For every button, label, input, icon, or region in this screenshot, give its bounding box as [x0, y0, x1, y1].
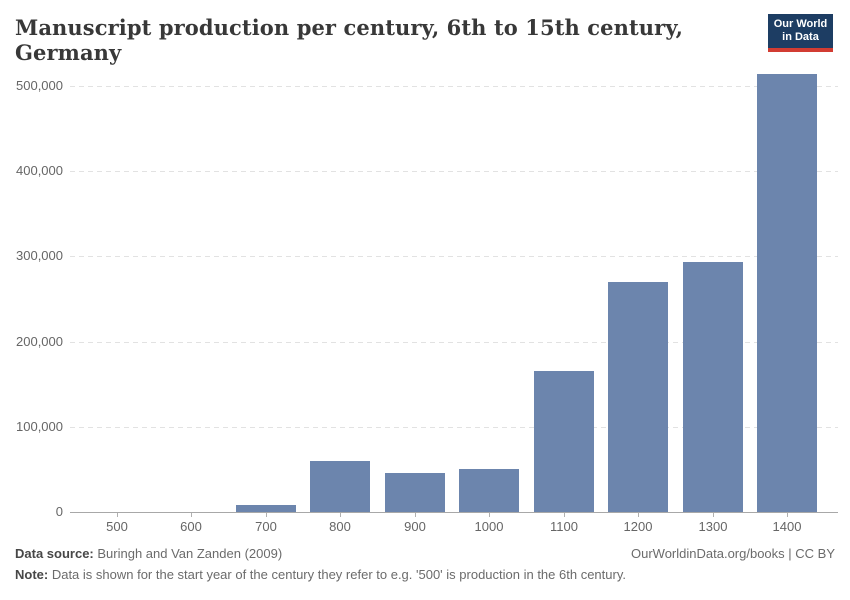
bar-1300[interactable]	[683, 262, 743, 512]
gridline-400,000	[70, 171, 838, 172]
gridline-300,000	[70, 256, 838, 257]
x-axis-tick-700	[266, 513, 267, 517]
x-axis-label-500: 500	[106, 519, 128, 534]
x-axis-tick-1300	[713, 513, 714, 517]
chart-footer: Data source: Buringh and Van Zanden (200…	[15, 546, 835, 588]
footer-source-label: Data source:	[15, 546, 94, 561]
x-axis-tick-1000	[489, 513, 490, 517]
owid-logo-line2: in Data	[782, 31, 819, 43]
x-axis-tick-800	[340, 513, 341, 517]
bar-800[interactable]	[310, 461, 370, 512]
x-axis-tick-500	[117, 513, 118, 517]
footer-note-row: Note: Data is shown for the start year o…	[15, 567, 835, 588]
owid-logo[interactable]: Our World in Data	[768, 14, 833, 52]
footer-source-row: Data source: Buringh and Van Zanden (200…	[15, 546, 835, 567]
x-axis-tick-1200	[638, 513, 639, 517]
footer-source: Data source: Buringh and Van Zanden (200…	[15, 546, 282, 561]
gridline-100,000	[70, 427, 838, 428]
owid-logo-box: Our World in Data	[768, 14, 833, 48]
gridline-200,000	[70, 342, 838, 343]
footer-rights-link[interactable]: OurWorldinData.org/books | CC BY	[631, 546, 835, 561]
gridline-500,000	[70, 86, 838, 87]
x-axis-label-900: 900	[404, 519, 426, 534]
x-axis-tick-1100	[564, 513, 565, 517]
x-axis-tick-600	[191, 513, 192, 517]
bar-1000[interactable]	[459, 469, 519, 512]
x-axis-label-1300: 1300	[698, 519, 728, 534]
x-axis-label-1200: 1200	[623, 519, 653, 534]
x-axis-label-1000: 1000	[474, 519, 504, 534]
y-axis-label-500,000: 500,000	[16, 78, 63, 93]
y-axis-label-100,000: 100,000	[16, 419, 63, 434]
footer-note-label: Note:	[15, 567, 49, 582]
x-axis-label-1100: 1100	[550, 519, 578, 534]
bar-1100[interactable]	[534, 371, 594, 512]
x-axis-label-700: 700	[255, 519, 277, 534]
y-axis-label-200,000: 200,000	[16, 334, 63, 349]
x-axis-label-1400: 1400	[772, 519, 802, 534]
x-axis-label-600: 600	[180, 519, 202, 534]
x-axis-tick-900	[415, 513, 416, 517]
y-axis-label-400,000: 400,000	[16, 163, 63, 178]
footer-note-text: Data is shown for the start year of the …	[48, 567, 626, 582]
x-axis-label-800: 800	[329, 519, 351, 534]
y-axis-label-300,000: 300,000	[16, 248, 63, 263]
bar-1200[interactable]	[608, 282, 668, 512]
x-axis-line	[70, 512, 838, 513]
owid-logo-accent-bar	[768, 48, 833, 52]
footer-source-text: Buringh and Van Zanden (2009)	[93, 546, 283, 561]
chart-title: Manuscript production per century, 6th t…	[15, 15, 684, 65]
bar-900[interactable]	[385, 473, 445, 512]
bar-1400[interactable]	[757, 74, 817, 512]
bar-700[interactable]	[236, 505, 296, 512]
x-axis-tick-1400	[787, 513, 788, 517]
owid-logo-line1: Our World	[773, 18, 828, 30]
footer-note: Note: Data is shown for the start year o…	[15, 567, 626, 582]
y-axis-label-0: 0	[55, 504, 63, 519]
